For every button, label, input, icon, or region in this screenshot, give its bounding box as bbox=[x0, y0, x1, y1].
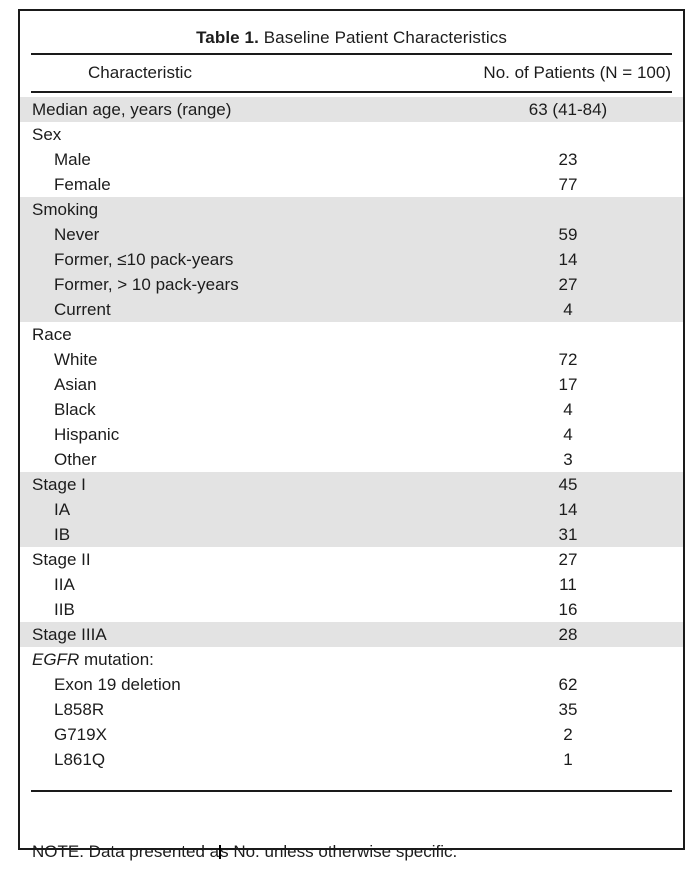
column-header-patients: No. of Patients (N = 100) bbox=[483, 63, 671, 82]
egfr-gene-symbol: EGFR bbox=[32, 650, 80, 669]
note-text-before-cursor: NOTE. Data presented a bbox=[32, 842, 220, 861]
table-row: Sex bbox=[20, 122, 683, 147]
table-title-text: Baseline Patient Characteristics bbox=[258, 28, 507, 47]
row-value: 2 bbox=[563, 725, 573, 744]
row-label: IIA bbox=[54, 575, 75, 594]
table-row: Median age, years (range) 63 (41-84) bbox=[20, 97, 683, 122]
table-row: IB 31 bbox=[20, 522, 683, 547]
row-value: 17 bbox=[558, 375, 578, 394]
table-row: IIB 16 bbox=[20, 597, 683, 622]
table-row: Black 4 bbox=[20, 397, 683, 422]
row-label: White bbox=[54, 350, 98, 369]
table-row: Race bbox=[20, 322, 683, 347]
row-label: EGFR mutation: bbox=[32, 650, 154, 669]
table-title: Table 1. Baseline Patient Characteristic… bbox=[20, 23, 683, 53]
table1-frame: Table 1. Baseline Patient Characteristic… bbox=[18, 9, 685, 861]
row-value: 72 bbox=[558, 350, 578, 369]
table-row: EGFR mutation: bbox=[20, 647, 683, 672]
row-value: 27 bbox=[558, 550, 578, 569]
row-label: Median age, years (range) bbox=[32, 100, 232, 119]
table-row: Exon 19 deletion 62 bbox=[20, 672, 683, 697]
table-row: Stage I 45 bbox=[20, 472, 683, 497]
text-cursor bbox=[219, 845, 222, 859]
row-label: IIB bbox=[54, 600, 75, 619]
row-value bbox=[453, 122, 683, 147]
row-value: 62 bbox=[558, 675, 578, 694]
table-row: L861Q 1 bbox=[20, 747, 683, 772]
table-row: White 72 bbox=[20, 347, 683, 372]
row-label: Former, ≤10 pack-years bbox=[54, 250, 234, 269]
table-row: Stage II 27 bbox=[20, 547, 683, 572]
table-row: Female 77 bbox=[20, 172, 683, 197]
table-row: IA 14 bbox=[20, 497, 683, 522]
row-label: Stage II bbox=[32, 550, 91, 569]
title-rule bbox=[31, 53, 672, 55]
row-label: Hispanic bbox=[54, 425, 120, 444]
row-label: Female bbox=[54, 175, 111, 194]
table-row: Other 3 bbox=[20, 447, 683, 472]
table-footnotes: NOTE. Data presented as No. unless other… bbox=[20, 792, 683, 870]
table-row: Former, > 10 pack-years 27 bbox=[20, 272, 683, 297]
row-label: Exon 19 deletion bbox=[54, 675, 181, 694]
row-label: Former, > 10 pack-years bbox=[54, 275, 239, 294]
table-row: Stage IIIA 28 bbox=[20, 622, 683, 647]
row-label: Sex bbox=[32, 125, 62, 144]
table-body: Median age, years (range) 63 (41-84) Sex Ma… bbox=[20, 97, 683, 772]
table-row: Smoking bbox=[20, 197, 683, 222]
row-value: 77 bbox=[558, 175, 578, 194]
row-value: 14 bbox=[558, 500, 578, 519]
row-label: Asian bbox=[54, 375, 97, 394]
row-value: 63 (41-84) bbox=[528, 100, 608, 119]
row-label: L861Q bbox=[54, 750, 106, 769]
row-label: Stage I bbox=[32, 475, 86, 494]
row-value: 35 bbox=[558, 700, 578, 719]
table-title-number: Table 1. bbox=[196, 28, 259, 47]
table-row: Asian 17 bbox=[20, 372, 683, 397]
note-line: NOTE. Data presented as No. unless other… bbox=[32, 841, 671, 863]
row-label: Race bbox=[32, 325, 72, 344]
row-label: Stage IIIA bbox=[32, 625, 107, 644]
row-label: Current bbox=[54, 300, 111, 319]
table-row: Male 23 bbox=[20, 147, 683, 172]
header-row: Characteristic No. of Patients (N = 100) bbox=[20, 55, 683, 91]
row-value bbox=[453, 647, 683, 672]
row-label: Never bbox=[54, 225, 100, 244]
footer-rule bbox=[31, 790, 672, 792]
row-value: 3 bbox=[563, 450, 573, 469]
row-label: G719X bbox=[54, 725, 107, 744]
row-value: 27 bbox=[558, 275, 578, 294]
row-value: 11 bbox=[559, 575, 577, 594]
row-label: L858R bbox=[54, 700, 105, 719]
row-value: 31 bbox=[558, 525, 578, 544]
row-value: 4 bbox=[563, 400, 573, 419]
column-header-characteristic: Characteristic bbox=[88, 63, 192, 82]
row-value: 4 bbox=[563, 425, 573, 444]
row-value: 59 bbox=[558, 225, 578, 244]
row-label: Male bbox=[54, 150, 91, 169]
row-label: IB bbox=[54, 525, 71, 544]
table-row: Current 4 bbox=[20, 297, 683, 322]
row-value: 1 bbox=[563, 750, 573, 769]
table-row: IIA 11 bbox=[20, 572, 683, 597]
header-rule bbox=[31, 91, 672, 93]
row-value: 23 bbox=[558, 150, 578, 169]
table-row: Hispanic 4 bbox=[20, 422, 683, 447]
row-value: 16 bbox=[558, 600, 578, 619]
table-row: Former, ≤10 pack-years 14 bbox=[20, 247, 683, 272]
table-row: L858R 35 bbox=[20, 697, 683, 722]
row-label: Other bbox=[54, 450, 97, 469]
row-label: IA bbox=[54, 500, 71, 519]
row-value bbox=[453, 197, 683, 222]
row-label: Black bbox=[54, 400, 96, 419]
row-label: Smoking bbox=[32, 200, 99, 219]
row-value bbox=[453, 322, 683, 347]
table-row: G719X 2 bbox=[20, 722, 683, 747]
row-value: 4 bbox=[563, 300, 573, 319]
note-text-after-cursor: s No. unless otherwise specific. bbox=[220, 842, 458, 861]
row-value: 28 bbox=[558, 625, 578, 644]
table-row: Never 59 bbox=[20, 222, 683, 247]
row-value: 45 bbox=[558, 475, 578, 494]
row-value: 14 bbox=[558, 250, 578, 269]
